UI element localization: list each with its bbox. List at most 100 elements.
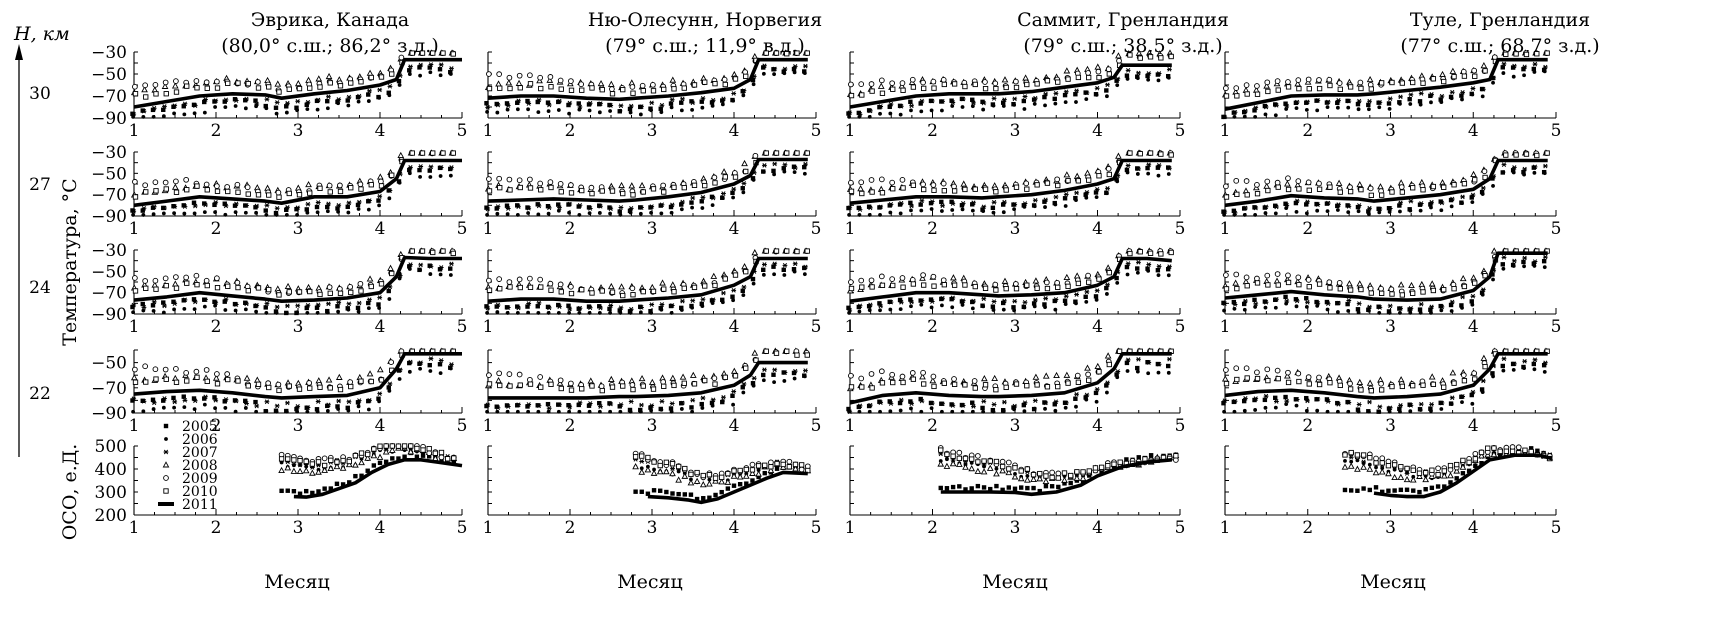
data-point — [505, 409, 510, 414]
ozone-point — [1453, 467, 1461, 474]
data-point — [567, 404, 573, 410]
data-point — [630, 192, 636, 198]
data-point — [951, 376, 957, 382]
data-point — [557, 205, 562, 210]
data-point — [495, 405, 501, 411]
x-tick-label: 2 — [565, 219, 576, 239]
ozone-point — [736, 473, 744, 480]
data-point — [804, 50, 810, 56]
data-point — [650, 88, 657, 94]
data-point — [1356, 310, 1361, 315]
data-point — [920, 369, 926, 376]
data-point — [649, 204, 655, 209]
data-point — [1460, 68, 1467, 75]
data-point — [517, 85, 523, 91]
ozone-point — [278, 466, 285, 474]
data-point — [898, 200, 904, 206]
series-2011-line — [487, 256, 808, 303]
ozone-point — [1098, 464, 1105, 470]
data-point — [1490, 247, 1498, 254]
x-tick-label: 4 — [375, 317, 386, 337]
data-point — [1086, 177, 1092, 183]
data-point — [970, 208, 975, 213]
data-point — [438, 371, 443, 375]
data-point — [286, 289, 292, 295]
data-point — [919, 409, 924, 414]
data-point — [741, 284, 747, 290]
x-tick-label: 3 — [293, 317, 304, 337]
data-point — [690, 397, 696, 403]
data-point — [1418, 208, 1423, 213]
data-point — [171, 395, 176, 401]
data-point — [681, 285, 687, 291]
data-point — [194, 282, 200, 288]
data-point — [577, 409, 582, 414]
data-point — [1105, 282, 1110, 288]
data-point — [367, 398, 372, 403]
data-point — [1356, 98, 1362, 104]
data-point — [607, 282, 615, 290]
data-point — [367, 88, 372, 94]
data-point — [929, 98, 935, 104]
data-point — [141, 305, 147, 310]
data-point — [1096, 276, 1102, 282]
data-point — [1532, 61, 1538, 67]
ozone-point — [1360, 463, 1367, 470]
data-point — [909, 299, 914, 305]
data-point — [867, 402, 873, 408]
data-point — [981, 398, 987, 404]
data-point — [536, 110, 541, 115]
data-point — [640, 383, 646, 389]
site-titles: Эврика, Канада (80,0° с.ш.; 86,2° з.д.) … — [221, 9, 1599, 57]
data-point — [1156, 71, 1162, 76]
data-point — [1273, 305, 1278, 310]
ozone-point — [401, 443, 408, 449]
data-point — [1367, 98, 1372, 104]
data-point — [909, 401, 914, 406]
data-point — [1367, 285, 1374, 292]
data-point — [879, 380, 886, 386]
data-point — [877, 82, 885, 89]
series-2011-line — [1224, 158, 1548, 208]
data-point — [1336, 300, 1341, 306]
data-point — [440, 50, 446, 56]
ozone-point — [1497, 448, 1503, 454]
data-point — [1417, 307, 1423, 312]
data-point — [970, 409, 975, 414]
data-point — [1500, 363, 1505, 369]
data-point — [628, 409, 633, 414]
data-point — [620, 190, 626, 197]
data-point — [505, 305, 511, 310]
data-point — [1221, 400, 1226, 406]
data-point — [1285, 272, 1291, 279]
data-point — [142, 278, 149, 284]
x-tick-label: 4 — [1092, 219, 1103, 239]
data-point — [366, 99, 371, 103]
data-point — [191, 200, 197, 205]
data-point — [740, 186, 745, 191]
data-point — [140, 301, 145, 307]
data-point — [690, 195, 696, 201]
data-point — [730, 190, 735, 195]
data-point — [1346, 210, 1351, 214]
data-point — [497, 286, 503, 292]
data-point — [307, 85, 313, 91]
data-point — [1012, 308, 1016, 313]
data-point — [1470, 302, 1475, 307]
data-point — [889, 80, 896, 87]
legend-marker-2010 — [163, 488, 169, 494]
ozone-point — [943, 462, 951, 469]
data-point — [1001, 277, 1009, 284]
data-point — [1042, 302, 1047, 307]
data-point — [579, 187, 585, 194]
data-point — [1368, 86, 1374, 92]
ozone-point — [994, 483, 999, 489]
data-point — [659, 302, 665, 307]
ozone-point — [1385, 463, 1392, 469]
ozone-point — [291, 457, 297, 463]
data-point — [1367, 308, 1371, 313]
data-point — [712, 180, 718, 186]
ozone-point — [999, 467, 1006, 474]
ozone-point — [1073, 474, 1081, 481]
